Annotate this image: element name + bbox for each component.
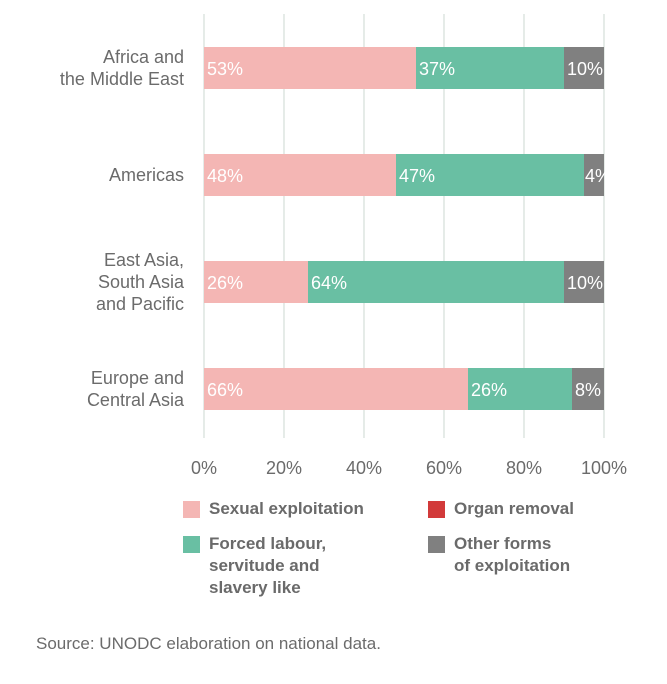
legend: Sexual exploitation Organ removal Forced…	[183, 498, 643, 608]
bar-value-label: 10%	[567, 273, 603, 293]
x-tick-label: 40%	[346, 458, 382, 478]
bar-value-label: 47%	[399, 166, 435, 186]
bar-segment	[308, 261, 564, 303]
category-label: Africa and the Middle East	[60, 47, 184, 89]
legend-label-organ: Organ removal	[454, 499, 574, 518]
bar-value-label: 8%	[575, 380, 601, 400]
bar-value-label: 48%	[207, 166, 243, 186]
x-tick-label: 80%	[506, 458, 542, 478]
bar-value-label: 53%	[207, 59, 243, 79]
bar-segment	[204, 261, 308, 303]
x-tick-label: 60%	[426, 458, 462, 478]
legend-item-forced-labour: Forced labour, servitude and slavery lik…	[183, 533, 326, 599]
bar-segment	[572, 368, 604, 410]
bar-value-label: 26%	[207, 273, 243, 293]
category-label: Europe and Central Asia	[87, 368, 185, 410]
bar-segment	[396, 154, 584, 196]
bar-segment	[584, 154, 604, 196]
bar-segment	[564, 261, 604, 303]
bar-segment	[468, 368, 572, 410]
stacked-bar-chart: 53% 37% 10% Africa and the Middle East 48% 47%…	[60, 14, 627, 478]
category-label: East Asia, South Asia and Pacific	[96, 250, 185, 314]
source-note: Source: UNODC elaboration on national da…	[36, 634, 381, 653]
bar-value-label: 64%	[311, 273, 347, 293]
bar-segment	[416, 47, 564, 89]
legend-label-forced: Forced labour, servitude and slavery lik…	[209, 534, 327, 597]
bar-value-label: 4%	[585, 166, 611, 186]
legend-label-sexual: Sexual exploitation	[209, 499, 364, 518]
legend-swatch-organ	[428, 501, 445, 518]
bar-value-label: 37%	[419, 59, 455, 79]
x-tick-label: 0%	[191, 458, 217, 478]
bar-segment	[204, 47, 416, 89]
x-tick-label: 20%	[266, 458, 302, 478]
legend-item-other-forms: Other forms of exploitation	[428, 533, 570, 577]
legend-item-sexual-exploitation: Sexual exploitation	[183, 498, 364, 520]
bar-segment	[564, 47, 604, 89]
x-tick-label: 100%	[581, 458, 627, 478]
bar-value-label: 10%	[567, 59, 603, 79]
bar-value-label: 66%	[207, 380, 243, 400]
legend-swatch-other	[428, 536, 445, 553]
legend-label-other: Other forms of exploitation	[454, 534, 571, 575]
category-label: Americas	[109, 165, 184, 185]
bar-value-label: 26%	[471, 380, 507, 400]
legend-swatch-sexual	[183, 501, 200, 518]
legend-item-organ-removal: Organ removal	[428, 498, 574, 520]
bar-segment	[204, 154, 396, 196]
bar-segment	[204, 368, 468, 410]
legend-swatch-forced	[183, 536, 200, 553]
